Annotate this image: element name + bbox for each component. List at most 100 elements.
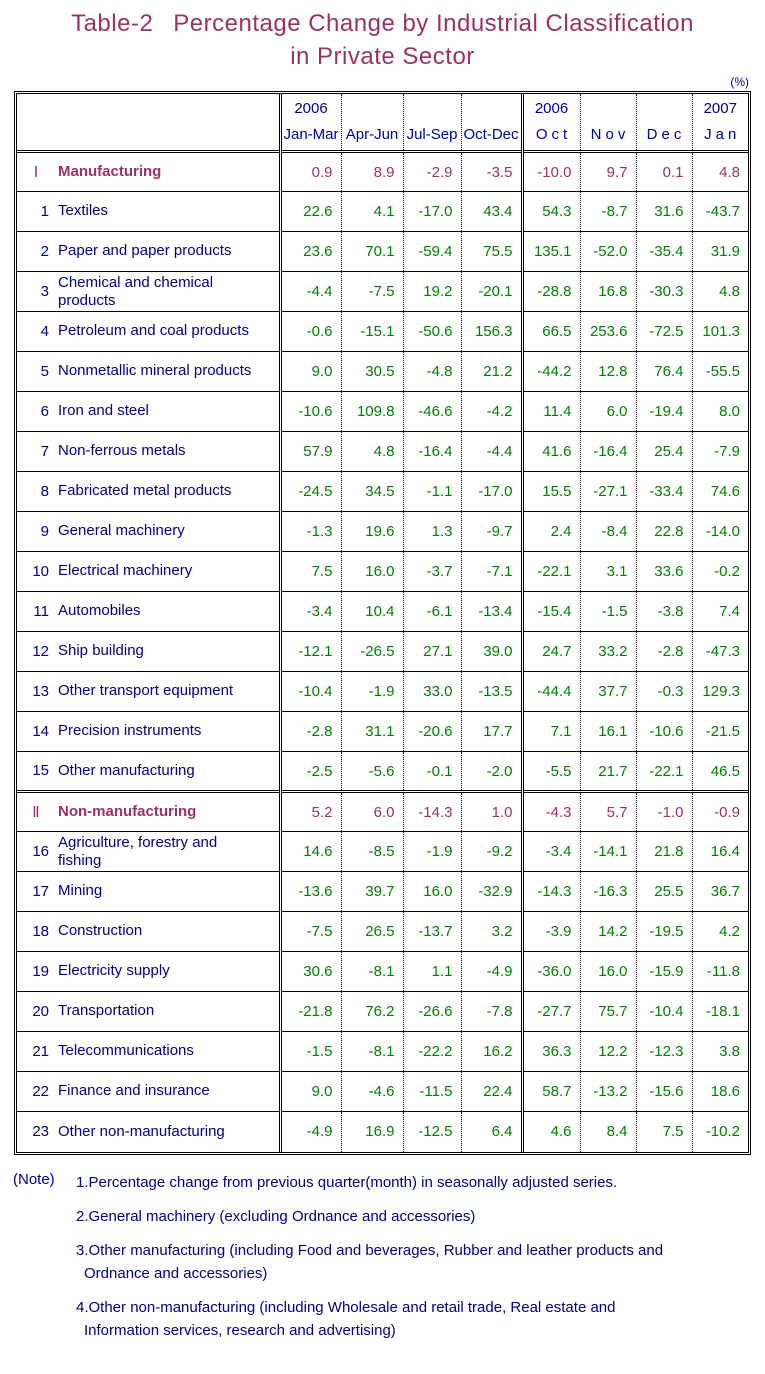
cell-value: -1.0 — [635, 791, 692, 832]
cell-value: 70.1 — [340, 231, 403, 272]
table-header-row: 2006 Jan-Mar Apr-Jun Jul-Sep Oct-Dec 2006 Oct N… — [17, 94, 748, 152]
note-item-1: (Note) 1.Percentage change from previous … — [0, 1171, 765, 1194]
note-text: 4.Other non-manufacturing (including Who… — [76, 1298, 616, 1339]
cell-value: -1.1 — [402, 471, 461, 512]
cell-value: 5.7 — [579, 791, 636, 832]
cell-value: 16.0 — [402, 871, 461, 912]
row-label: 6 Iron and steel — [17, 392, 280, 432]
cell-value: -28.8 — [520, 271, 580, 312]
row-number: 18 — [32, 922, 49, 940]
cell-value: 22.6 — [278, 191, 341, 232]
cell-value: 30.5 — [340, 351, 403, 392]
cell-value: 76.4 — [635, 351, 692, 392]
table-row: 11 Automobiles -3.4 10.4 -6.1 -13.4 -15.4 -1.5-… — [17, 591, 748, 632]
row-label-text: Iron and steel — [58, 402, 149, 420]
cell-value: -36.0 — [520, 951, 580, 992]
cell-value: -4.9 — [278, 1111, 341, 1152]
cell-value: 22.4 — [460, 1071, 522, 1112]
column-header-dec: Dec — [635, 94, 692, 152]
table-row: 18 Construction -7.5 26.5 -13.7 3.2 -3.9 14.2 -1… — [17, 911, 748, 952]
row-label: 23 Other non-manufacturing — [17, 1112, 280, 1152]
cell-value: -3.9 — [520, 911, 580, 952]
cell-value: -32.9 — [460, 871, 522, 912]
table-row: 14 Precision instruments -2.8 31.1 -20.6 17.7… — [17, 711, 748, 752]
cell-value: -72.5 — [635, 311, 692, 352]
cell-value: 16.0 — [340, 551, 403, 592]
title-text: Percentage Change by Industrial Classifi… — [173, 10, 694, 37]
cell-value: 4.2 — [691, 911, 748, 952]
row-number: 19 — [32, 962, 49, 980]
row-label: 15 Other manufacturing — [17, 752, 280, 792]
page-title: Table-2 Percentage Change by Industrial C… — [0, 0, 765, 73]
row-number: 2 — [40, 242, 49, 260]
row-label: 5 Nonmetallic mineral products — [17, 352, 280, 392]
row-number: 5 — [40, 362, 49, 380]
cell-value: -3.7 — [402, 551, 461, 592]
cell-value: -16.3 — [579, 871, 636, 912]
cell-value: -2.8 — [278, 711, 341, 752]
cell-value: -10.6 — [635, 711, 692, 752]
cell-value: -0.1 — [402, 751, 461, 792]
cell-value: -8.1 — [340, 951, 403, 992]
cell-value: 0.1 — [635, 151, 692, 192]
section-row: Ⅱ Non-manufacturing 5.2 6.0 -14.3 1.0 -4.3 5.7-… — [17, 791, 748, 832]
row-number: 20 — [32, 1002, 49, 1020]
cell-value: 31.9 — [691, 231, 748, 272]
row-number: 17 — [32, 882, 49, 900]
row-label: 10 Electrical machinery — [17, 552, 280, 592]
table-row: 21 Telecommunications -1.5 -8.1 -22.2 16.2 36.… — [17, 1031, 748, 1072]
row-label: 7 Non-ferrous metals — [17, 432, 280, 472]
table-row: 15 Other manufacturing -2.5 -5.6 -0.1 -2.0 -5.… — [17, 751, 748, 792]
row-number: 23 — [32, 1123, 49, 1141]
row-number: 22 — [32, 1082, 49, 1100]
table-row: 16Agriculture, forestry and fishing 14.6-… — [17, 831, 748, 872]
cell-value: -1.9 — [340, 671, 403, 712]
table-row: 17 Mining -13.6 39.7 16.0 -32.9 -14.3 -16.3 25.5… — [17, 871, 748, 912]
cell-value: 3.2 — [460, 911, 522, 952]
cell-value: -26.5 — [340, 631, 403, 672]
cell-value: 33.0 — [402, 671, 461, 712]
note-text: 2.General machinery (excluding Ordnance … — [76, 1207, 476, 1225]
cell-value: -22.2 — [402, 1031, 461, 1072]
cell-value: 6.4 — [460, 1111, 522, 1152]
section-row: Ⅰ Manufacturing 0.9 8.9 -2.9 -3.5 -10.0 9.7 0.1 4… — [17, 151, 748, 192]
note-item-4: 4.Other non-manufacturing (including Who… — [0, 1296, 765, 1342]
row-number: 7 — [40, 442, 49, 460]
table-row: 1 Textiles 22.6 4.1 -17.0 43.4 54.3 -8.7 31.6 -43… — [17, 191, 748, 232]
cell-value: 8.0 — [691, 391, 748, 432]
cell-value: -10.6 — [278, 391, 341, 432]
page-title-line1: Table-2 Percentage Change by Industrial C… — [0, 7, 765, 40]
row-label: Ⅰ Manufacturing — [17, 152, 280, 192]
cell-value: -7.5 — [278, 911, 341, 952]
cell-value: 16.4 — [691, 831, 748, 872]
cell-value: 135.1 — [520, 231, 580, 272]
cell-value: -4.4 — [278, 271, 341, 312]
cell-value: -8.5 — [340, 831, 403, 872]
row-label-text: Construction — [58, 922, 143, 940]
cell-value: -26.6 — [402, 991, 461, 1032]
row-number: 10 — [32, 562, 49, 580]
row-number: 6 — [40, 402, 49, 420]
cell-value: -3.4 — [520, 831, 580, 872]
cell-value: -16.4 — [402, 431, 461, 472]
row-label-text: Manufacturing — [58, 162, 162, 180]
table-row: 5 Nonmetallic mineral products 9.0 30.5 -4.8… — [17, 351, 748, 392]
cell-value: -13.2 — [579, 1071, 636, 1112]
cell-value: -7.9 — [691, 431, 748, 472]
cell-value: 18.6 — [691, 1071, 748, 1112]
cell-value: -35.4 — [635, 231, 692, 272]
cell-value: 1.0 — [460, 791, 522, 832]
row-label: 17 Mining — [17, 872, 280, 912]
cell-value: -24.5 — [278, 471, 341, 512]
row-label-text: Electrical machinery — [58, 562, 193, 580]
note-label — [0, 1239, 76, 1285]
row-label-text: Automobiles — [58, 602, 141, 620]
cell-value: -15.4 — [520, 591, 580, 632]
row-label-text: Agriculture, forestry and fishing — [58, 833, 218, 869]
note-text: 1.Percentage change from previous quarte… — [76, 1173, 618, 1191]
cell-value: 12.2 — [579, 1031, 636, 1072]
row-label: 16 Agriculture, forestry and fishing — [17, 832, 280, 872]
cell-value: -59.4 — [402, 231, 461, 272]
row-number: 12 — [32, 642, 49, 660]
row-label-text: Other transport equipment — [58, 682, 234, 700]
